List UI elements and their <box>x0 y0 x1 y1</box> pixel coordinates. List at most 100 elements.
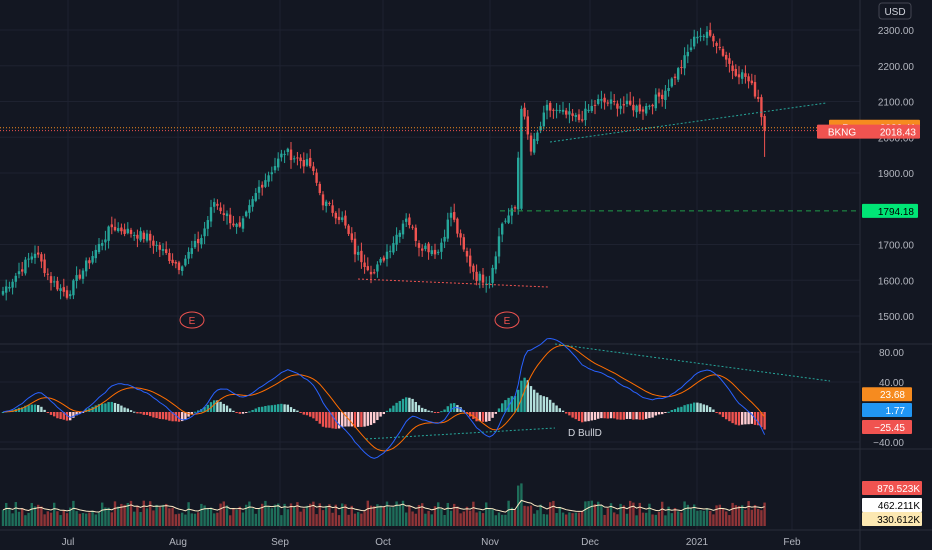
candle[interactable] <box>718 38 721 51</box>
candle[interactable] <box>149 230 152 249</box>
candle[interactable] <box>555 103 558 119</box>
candle[interactable] <box>225 210 229 225</box>
macd-value-badge[interactable]: −25.45 <box>862 420 912 434</box>
candle[interactable] <box>104 230 107 251</box>
candle[interactable] <box>593 99 597 115</box>
volume-value-badge[interactable]: 879.523K <box>862 481 922 495</box>
candle[interactable] <box>472 263 475 280</box>
candle[interactable] <box>216 199 219 210</box>
candle[interactable] <box>142 230 145 243</box>
candle[interactable] <box>120 223 123 235</box>
candle[interactable] <box>238 216 241 228</box>
volume-panel[interactable] <box>1 483 766 526</box>
candle[interactable] <box>94 245 97 263</box>
candle[interactable] <box>145 229 149 243</box>
candle[interactable] <box>680 59 683 75</box>
candle[interactable] <box>670 77 673 88</box>
candle[interactable] <box>117 222 120 233</box>
candle[interactable] <box>177 260 181 275</box>
candle[interactable] <box>14 272 17 288</box>
candle[interactable] <box>571 109 574 122</box>
candle[interactable] <box>606 99 609 107</box>
candle[interactable] <box>280 149 283 162</box>
candle[interactable] <box>728 52 731 73</box>
candle[interactable] <box>293 155 296 163</box>
candle[interactable] <box>206 215 209 237</box>
candle[interactable] <box>222 204 225 221</box>
candle[interactable] <box>296 151 299 166</box>
candle[interactable] <box>158 242 161 257</box>
candle[interactable] <box>622 96 625 114</box>
macd-value-badge[interactable]: 23.68 <box>862 387 912 402</box>
candle[interactable] <box>574 112 577 122</box>
candle[interactable] <box>235 222 238 234</box>
macd-value-badge[interactable]: 1.77 <box>862 403 912 417</box>
candle[interactable] <box>616 100 619 117</box>
candle[interactable] <box>449 206 453 227</box>
candle[interactable] <box>379 257 382 266</box>
candle[interactable] <box>446 212 449 242</box>
candle[interactable] <box>533 132 536 155</box>
candle[interactable] <box>488 275 491 289</box>
candle[interactable] <box>517 151 520 215</box>
candle[interactable] <box>699 27 702 42</box>
candle[interactable] <box>219 202 222 215</box>
candle[interactable] <box>411 224 414 230</box>
candle[interactable] <box>529 132 533 156</box>
candle[interactable] <box>91 251 94 265</box>
candle[interactable] <box>568 103 571 124</box>
candle[interactable] <box>552 108 555 119</box>
candle[interactable] <box>632 96 635 117</box>
candle[interactable] <box>62 278 65 297</box>
candle[interactable] <box>440 238 443 260</box>
candle[interactable] <box>107 225 110 249</box>
candle[interactable] <box>414 224 417 247</box>
candle[interactable] <box>232 215 235 228</box>
candle[interactable] <box>664 84 667 109</box>
candle[interactable] <box>453 203 456 223</box>
candle[interactable] <box>309 149 312 169</box>
candle[interactable] <box>257 180 261 200</box>
candle[interactable] <box>510 204 513 225</box>
candle[interactable] <box>565 107 568 119</box>
candle[interactable] <box>8 281 11 292</box>
candle[interactable] <box>657 88 661 104</box>
candle[interactable] <box>638 98 641 114</box>
candle[interactable] <box>341 211 344 223</box>
candle[interactable] <box>110 216 113 235</box>
candle[interactable] <box>645 103 648 116</box>
candle[interactable] <box>33 245 37 264</box>
candle[interactable] <box>459 229 462 246</box>
candle[interactable] <box>350 227 353 243</box>
candle[interactable] <box>241 215 245 233</box>
candle[interactable] <box>81 268 85 284</box>
candle[interactable] <box>385 244 389 267</box>
candle[interactable] <box>542 105 545 130</box>
candle[interactable] <box>197 231 200 252</box>
candle[interactable] <box>641 106 645 120</box>
candle[interactable] <box>267 171 270 187</box>
candle[interactable] <box>273 157 277 174</box>
candle[interactable] <box>40 252 43 269</box>
candle[interactable] <box>760 94 763 126</box>
candle[interactable] <box>347 224 350 237</box>
candle[interactable] <box>549 101 552 118</box>
candle[interactable] <box>75 266 78 289</box>
candle[interactable] <box>494 251 497 274</box>
candle[interactable] <box>673 73 677 85</box>
candle[interactable] <box>65 285 69 300</box>
candle[interactable] <box>101 239 104 251</box>
candle[interactable] <box>113 218 117 232</box>
candle[interactable] <box>757 89 760 103</box>
candle[interactable] <box>193 233 197 250</box>
candle[interactable] <box>424 242 427 252</box>
candle[interactable] <box>734 64 737 78</box>
candle[interactable] <box>603 93 606 110</box>
candle[interactable] <box>744 65 747 84</box>
earnings-marker[interactable]: E <box>179 311 205 329</box>
candle[interactable] <box>625 93 629 107</box>
candle[interactable] <box>478 271 481 289</box>
candle[interactable] <box>315 168 318 186</box>
candle[interactable] <box>251 196 254 212</box>
